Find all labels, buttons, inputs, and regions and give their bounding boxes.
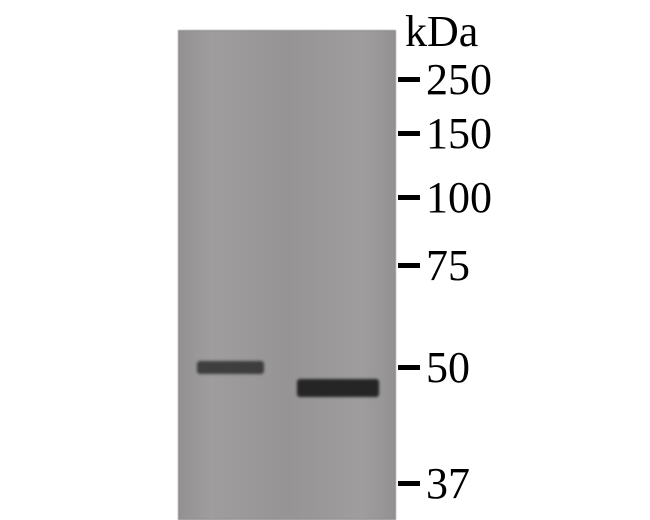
marker-50: 50 [398,342,470,393]
marker-dash-icon [398,131,420,136]
marker-label: 150 [426,108,492,159]
marker-label: 50 [426,342,470,393]
marker-dash-icon [398,263,420,268]
membrane [178,30,396,520]
marker-dash-icon [398,77,420,82]
lane-2 [291,31,386,519]
band-2 [297,379,379,397]
marker-label: 75 [426,240,470,291]
marker-250: 250 [398,54,492,105]
marker-label: 100 [426,172,492,223]
marker-dash-icon [398,195,420,200]
marker-37: 37 [398,458,470,509]
marker-label: 37 [426,458,470,509]
marker-100: 100 [398,172,492,223]
marker-label: 250 [426,54,492,105]
blot-figure: kDa 250150 100 75 50 37 [0,0,650,520]
marker-dash-icon [398,481,420,486]
unit-label: kDa [405,6,478,57]
marker-dash-icon [398,365,420,370]
lane-1 [188,31,283,519]
band-1 [197,361,264,374]
marker-75: 75 [398,240,470,291]
marker-150: 150 [398,108,492,159]
